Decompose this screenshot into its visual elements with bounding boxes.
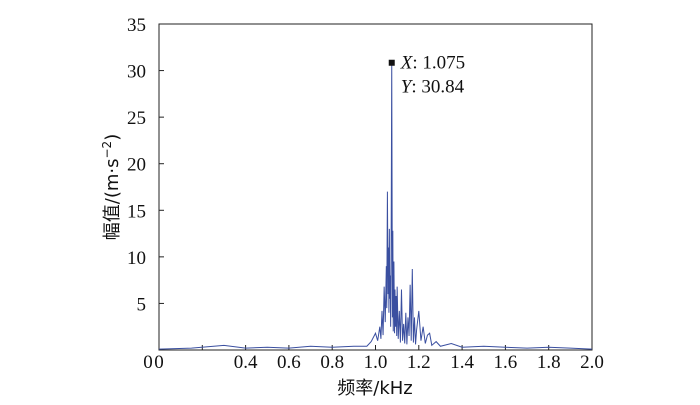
x-axis-title: 频率/kHz [337, 378, 412, 399]
plot-frame [158, 23, 593, 351]
peak-x-sep: : [412, 53, 422, 74]
spectrum-series-line [158, 62, 593, 350]
peak-x-value: 1.075 [422, 53, 465, 74]
peak-annotation: X: 1.075 Y: 30.84 [388, 53, 465, 98]
x-tick-label: 1.2 [407, 352, 431, 373]
y-tick-label: 20 [127, 155, 146, 176]
peak-y-label: Y [401, 77, 414, 98]
x-tick-label: 0 [154, 352, 164, 373]
y-tick-label: 35 [127, 15, 146, 36]
x-tick-label: 0.4 [234, 352, 258, 373]
peak-x-readout: X: 1.075 [400, 53, 465, 74]
y-tick-label: 5 [137, 294, 147, 315]
y-axis-title-end: ) [102, 134, 123, 141]
peak-y-sep: : [411, 77, 421, 98]
y-origin-label: 0 [143, 352, 153, 373]
peak-marker [388, 59, 395, 66]
y-axis-title: 幅值/(m·s−2) [100, 134, 123, 240]
y-axis: 5 10 15 20 25 30 35 [127, 15, 164, 315]
y-tick-label: 25 [127, 108, 146, 129]
x-tick-label: 2.0 [580, 352, 604, 373]
x-tick-label: 1.6 [494, 352, 518, 373]
x-tick-label: 0.6 [277, 352, 301, 373]
x-axis: 0 0.4 0.6 0.8 1.0 1.2 1.4 1.6 1.8 2.0 [154, 345, 604, 373]
y-axis-title-exponent: −2 [100, 141, 114, 159]
series-group [158, 62, 593, 350]
peak-y-readout: Y: 30.84 [401, 77, 465, 98]
x-tick-label: 1.4 [450, 352, 474, 373]
y-tick-label: 30 [127, 62, 146, 83]
y-tick-label: 10 [127, 248, 146, 269]
y-tick-label: 15 [127, 201, 146, 222]
x-tick-label: 1.8 [537, 352, 561, 373]
x-tick-label: 0.8 [320, 352, 344, 373]
peak-y-value: 30.84 [421, 77, 464, 98]
peak-x-label: X [400, 53, 414, 74]
x-tick-label: 1.0 [364, 352, 388, 373]
y-axis-title-main: 幅值/(m·s [102, 159, 123, 241]
